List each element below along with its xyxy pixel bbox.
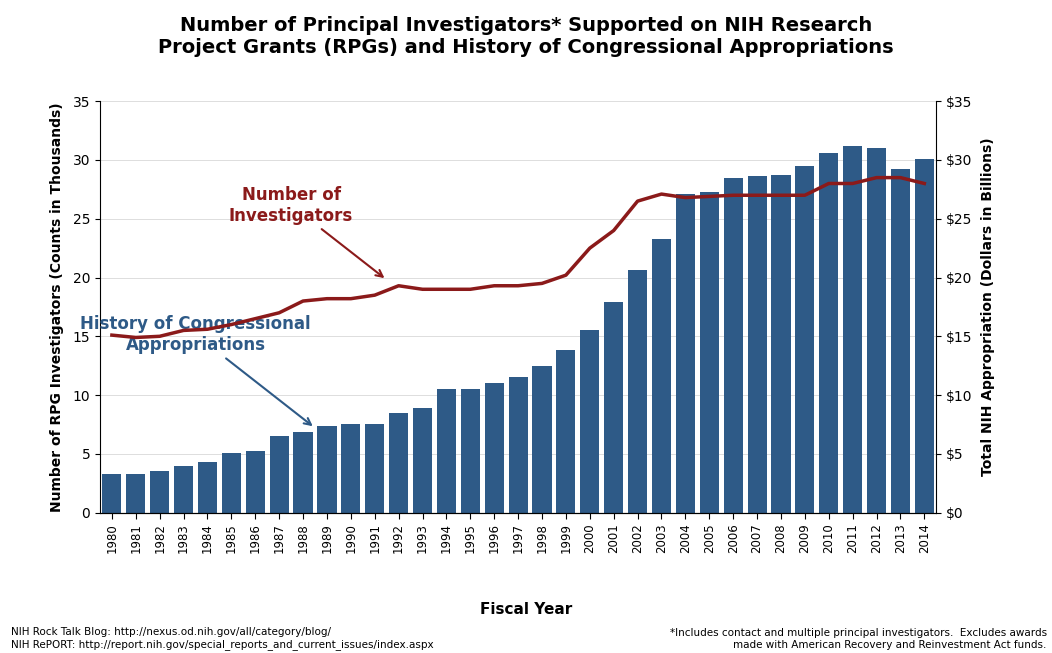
Bar [318, 426, 337, 513]
Bar [365, 424, 384, 513]
Bar [915, 159, 934, 513]
Text: *Includes contact and multiple principal investigators.  Excludes awards
made wi: *Includes contact and multiple principal… [670, 628, 1047, 650]
Bar [675, 194, 695, 513]
Bar [174, 466, 194, 513]
Bar [771, 175, 790, 513]
Bar [222, 453, 241, 513]
Bar [867, 148, 886, 513]
Bar [557, 351, 575, 513]
Bar [198, 462, 217, 513]
Text: NIH Rock Talk Blog: http://nexus.od.nih.gov/all/category/blog/
NIH RePORT: http:: NIH Rock Talk Blog: http://nexus.od.nih.… [11, 628, 433, 650]
Bar [269, 436, 288, 513]
Bar [246, 451, 265, 513]
Bar [102, 474, 121, 513]
Bar [532, 366, 551, 513]
Bar [341, 424, 361, 513]
Text: Fiscal Year: Fiscal Year [480, 602, 572, 617]
Bar [652, 239, 671, 513]
Bar [700, 192, 719, 513]
Bar [724, 178, 743, 513]
Bar [485, 383, 504, 513]
Bar [628, 270, 647, 513]
Bar [795, 166, 814, 513]
Text: Number of
Investigators: Number of Investigators [229, 186, 383, 277]
Bar [437, 389, 456, 513]
Bar [604, 302, 623, 513]
Bar [461, 389, 480, 513]
Y-axis label: Total NIH Appropriation (Dollars in Billions): Total NIH Appropriation (Dollars in Bill… [980, 138, 995, 476]
Bar [413, 408, 432, 513]
Bar [843, 146, 863, 513]
Bar [748, 176, 767, 513]
Bar [508, 377, 528, 513]
Bar [294, 432, 312, 513]
Bar [389, 413, 408, 513]
Text: Number of Principal Investigators* Supported on NIH Research
Project Grants (RPG: Number of Principal Investigators* Suppo… [158, 16, 894, 57]
Bar [820, 153, 838, 513]
Text: History of Congressional
Appropriations: History of Congressional Appropriations [80, 315, 311, 425]
Y-axis label: Number of RPG Investigators (Counts in Thousands): Number of RPG Investigators (Counts in T… [50, 102, 64, 512]
Bar [126, 474, 145, 513]
Bar [150, 471, 169, 513]
Bar [891, 169, 910, 513]
Bar [581, 330, 600, 513]
